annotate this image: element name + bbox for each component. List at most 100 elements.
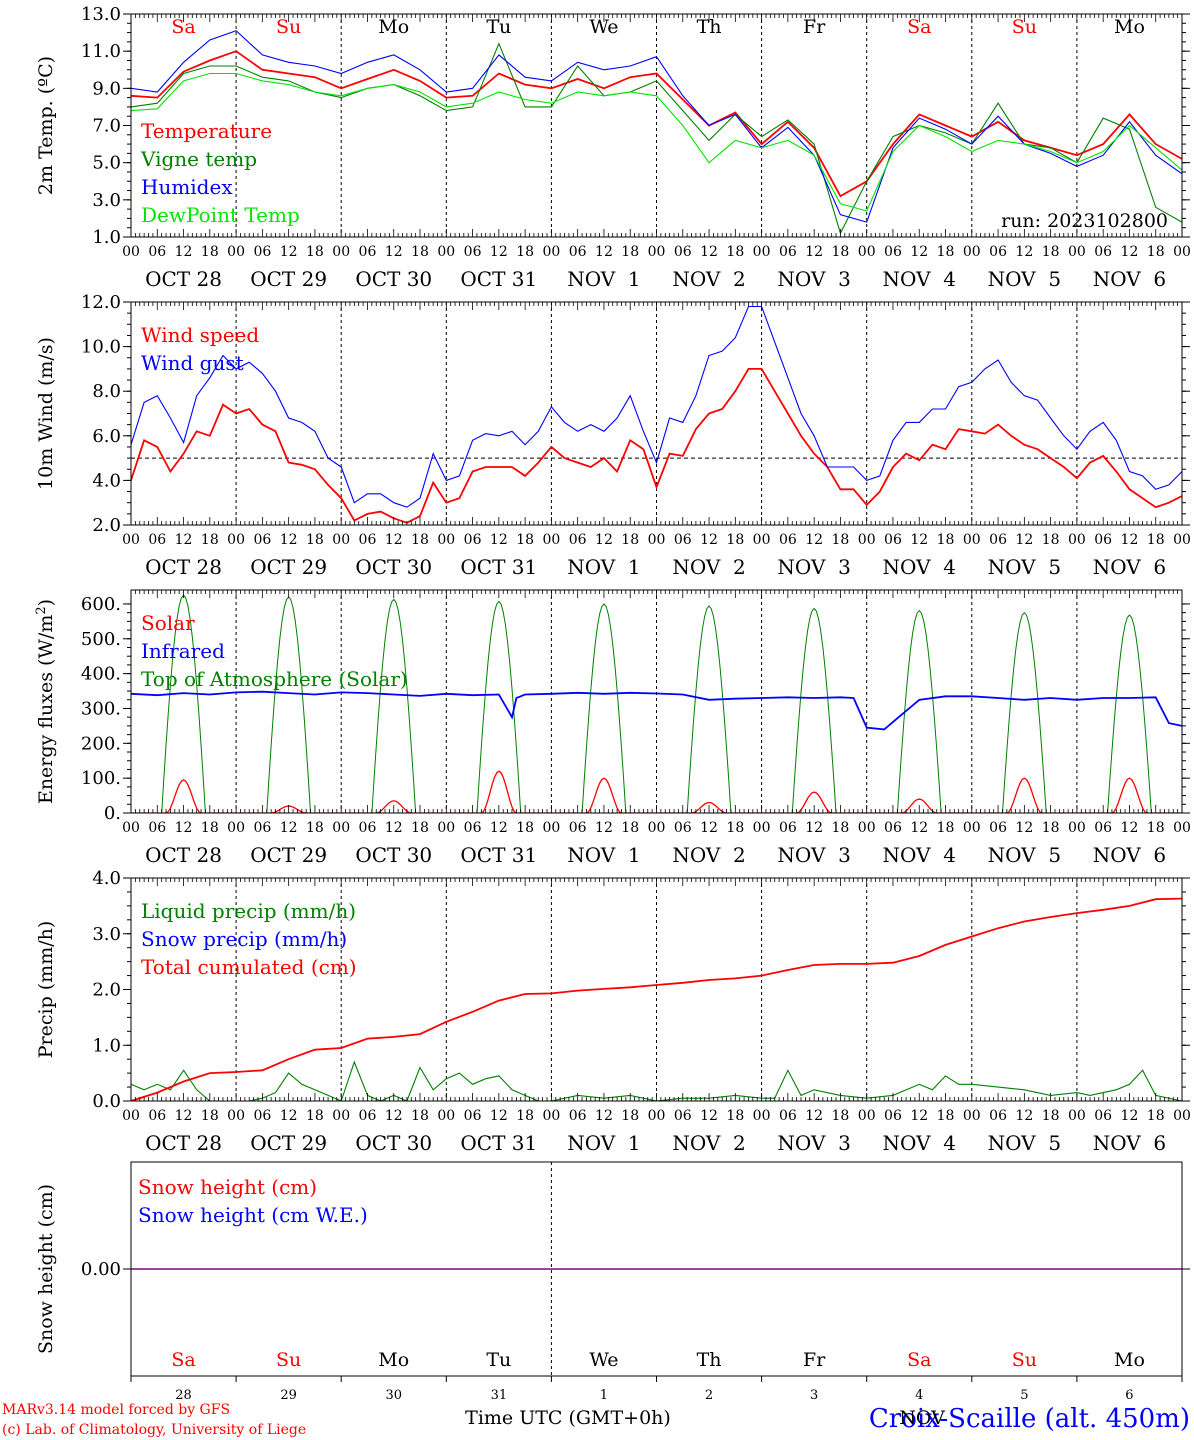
energy-hour-label: 00 xyxy=(648,820,666,836)
wind-hour-label: 18 xyxy=(1147,532,1165,548)
wind-hour-label: 12 xyxy=(910,532,928,548)
energy-date-label: NOV 2 xyxy=(672,843,745,867)
precip-hour-label: 12 xyxy=(595,1108,613,1124)
precip-hour-label: 06 xyxy=(148,1108,166,1124)
energy-hour-label: 12 xyxy=(280,820,298,836)
snow-day-name: We xyxy=(589,1349,618,1371)
precip-date-label: NOV 6 xyxy=(1093,1131,1166,1155)
snow-day-name: Su xyxy=(1012,1349,1037,1371)
precip-hour-label: 12 xyxy=(280,1108,298,1124)
bottom-day-number: 5 xyxy=(1020,1388,1028,1403)
temperature-hour-label: 18 xyxy=(621,244,639,260)
wind-y-tick-label: 6.0 xyxy=(92,426,121,447)
wind-y-tick-label: 12.0 xyxy=(81,292,121,313)
energy-hour-label: 00 xyxy=(963,820,981,836)
temperature-hour-label: 00 xyxy=(227,244,245,260)
temperature-hour-label: 18 xyxy=(832,244,850,260)
temperature-y-tick-label: 3.0 xyxy=(92,190,121,211)
wind-date-label: OCT 29 xyxy=(250,555,327,579)
energy-hour-label: 00 xyxy=(332,820,350,836)
temperature-hour-label: 00 xyxy=(1068,244,1086,260)
energy-hour-label: 18 xyxy=(726,820,744,836)
snow-day-name: Sa xyxy=(171,1349,195,1371)
temperature-day-name: We xyxy=(589,16,618,38)
energy-hour-label: 06 xyxy=(359,820,377,836)
temperature-hour-label: 12 xyxy=(1121,244,1139,260)
snow-day-name: Su xyxy=(276,1349,301,1371)
energy-hour-label: 18 xyxy=(306,820,324,836)
precip-hour-label: 00 xyxy=(1068,1108,1086,1124)
wind-series-group xyxy=(131,305,1182,524)
energy-y-tick-label: 500. xyxy=(81,629,121,650)
temperature-date-label: NOV 4 xyxy=(883,267,956,291)
temperature-hour-label: 00 xyxy=(437,244,455,260)
snow-legend-entry: Snow height (cm) xyxy=(138,1175,317,1199)
wind-hour-label: 18 xyxy=(201,532,219,548)
energy-hour-label: 12 xyxy=(175,820,193,836)
energy-date-label: OCT 30 xyxy=(355,843,432,867)
wind-hour-label: 00 xyxy=(1068,532,1086,548)
temperature-y-tick-label: 7.0 xyxy=(92,116,121,137)
precip-series-total-cumulated-cm- xyxy=(131,897,1182,1101)
temperature-hour-label: 12 xyxy=(280,244,298,260)
run-label: run: 2023102800 xyxy=(1001,210,1168,232)
wind-date-label: OCT 31 xyxy=(460,555,537,579)
energy-series-group xyxy=(131,594,1182,813)
wind-hour-label: 06 xyxy=(884,532,902,548)
temperature-day-name: Tu xyxy=(486,16,511,38)
precip-hour-label: 12 xyxy=(490,1108,508,1124)
bottom-day-number: 6 xyxy=(1125,1388,1133,1403)
wind-date-label: OCT 28 xyxy=(145,555,222,579)
energy-hour-label: 12 xyxy=(490,820,508,836)
temperature-legend-entry: Humidex xyxy=(141,175,233,199)
energy-hour-label: 00 xyxy=(227,820,245,836)
snow-legend-entry: Snow height (cm W.E.) xyxy=(138,1203,368,1227)
temperature-hour-label: 18 xyxy=(306,244,324,260)
temperature-hour-label: 06 xyxy=(148,244,166,260)
temperature-date-label: OCT 28 xyxy=(145,267,222,291)
precip-hour-label: 06 xyxy=(674,1108,692,1124)
temperature-hour-label: 18 xyxy=(516,244,534,260)
wind-hour-label: 12 xyxy=(280,532,298,548)
precip-hour-label: 18 xyxy=(726,1108,744,1124)
precip-hour-label: 06 xyxy=(884,1108,902,1124)
energy-hour-label: 06 xyxy=(148,820,166,836)
snow-day-name: Fr xyxy=(803,1349,826,1371)
temperature-y-tick-label: 11.0 xyxy=(81,41,121,62)
energy-hour-label: 00 xyxy=(858,820,876,836)
precip-series-liquid-precip-mm-h- xyxy=(131,1060,1182,1101)
precip-date-label: NOV 3 xyxy=(777,1131,850,1155)
energy-hour-label: 12 xyxy=(385,820,403,836)
wind-hour-label: 12 xyxy=(175,532,193,548)
wind-hour-label: 06 xyxy=(148,532,166,548)
wind-y-tick-label: 10.0 xyxy=(81,337,121,358)
wind-hour-label: 18 xyxy=(937,532,955,548)
temperature-hour-label: 18 xyxy=(411,244,429,260)
wind-hour-label: 18 xyxy=(411,532,429,548)
precip-date-label: OCT 31 xyxy=(460,1131,537,1155)
wind-y-tick-label: 8.0 xyxy=(92,381,121,402)
grid-layer xyxy=(131,14,1182,1376)
precip-date-label: NOV 4 xyxy=(883,1131,956,1155)
precip-hour-label: 12 xyxy=(910,1108,928,1124)
bottom-day-number: 30 xyxy=(385,1388,402,1403)
precip-hour-label: 18 xyxy=(621,1108,639,1124)
wind-hour-label: 06 xyxy=(674,532,692,548)
precip-hour-label: 18 xyxy=(201,1108,219,1124)
wind-hour-label: 00 xyxy=(227,532,245,548)
temperature-hour-label: 18 xyxy=(1147,244,1165,260)
temperature-series-temperature xyxy=(131,50,1182,198)
energy-date-label: OCT 29 xyxy=(250,843,327,867)
energy-date-label: NOV 1 xyxy=(567,843,640,867)
temperature-date-label: OCT 30 xyxy=(355,267,432,291)
energy-hour-label: 18 xyxy=(411,820,429,836)
precip-hour-label: 18 xyxy=(1042,1108,1060,1124)
temperature-hour-label: 06 xyxy=(674,244,692,260)
temperature-hour-label: 00 xyxy=(963,244,981,260)
energy-legend-entry: Solar xyxy=(141,611,195,635)
precip-hour-label: 12 xyxy=(1015,1108,1033,1124)
temperature-hour-label: 00 xyxy=(753,244,771,260)
temperature-hour-label: 18 xyxy=(937,244,955,260)
temperature-hour-label: 06 xyxy=(884,244,902,260)
